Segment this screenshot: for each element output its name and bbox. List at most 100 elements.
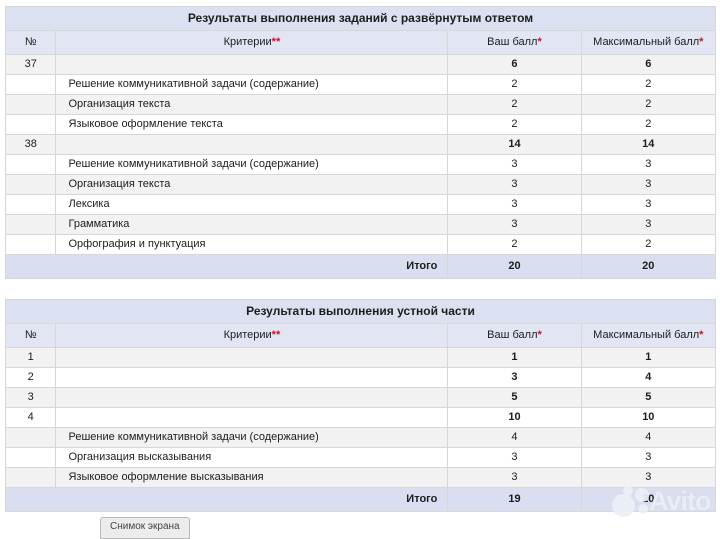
table-row: Языковое оформление текста 2 2 bbox=[4, 114, 717, 135]
table-row: Организация текста 2 2 bbox=[4, 94, 717, 115]
task-number-cell bbox=[4, 114, 57, 135]
table-header-row: № Критерии** Ваш балл* Максимальный балл… bbox=[4, 323, 717, 348]
criteria-cell bbox=[55, 367, 449, 388]
table-title-row: Результаты выполнения заданий с развёрну… bbox=[5, 6, 716, 31]
your-score-cell: 5 bbox=[447, 387, 582, 408]
your-score-cell: 2 bbox=[447, 74, 582, 95]
table-title: Результаты выполнения заданий с развёрну… bbox=[5, 6, 716, 31]
table-header-row: № Критерии** Ваш балл* Максимальный балл… bbox=[4, 30, 717, 55]
criteria-cell: Языковое оформление текста bbox=[55, 114, 449, 135]
table-row: Лексика 3 3 bbox=[4, 194, 717, 215]
your-score-cell: 3 bbox=[447, 467, 582, 488]
your-score-cell: 10 bbox=[447, 407, 582, 428]
task-number-cell bbox=[4, 74, 57, 95]
your-score-cell: 3 bbox=[447, 447, 582, 468]
criteria-cell: Лексика bbox=[55, 194, 449, 215]
table-row: Организация высказывания 3 3 bbox=[4, 447, 717, 468]
column-header-max-score: Максимальный балл* bbox=[580, 30, 717, 55]
task-number-cell: 37 bbox=[4, 54, 57, 75]
task-number-cell: 2 bbox=[4, 367, 57, 388]
max-score-cell: 6 bbox=[580, 54, 717, 75]
max-score-cell: 2 bbox=[580, 94, 717, 115]
required-mark: ** bbox=[271, 36, 281, 48]
task-number-cell bbox=[4, 154, 57, 175]
your-score-cell: 3 bbox=[447, 194, 582, 215]
criteria-cell bbox=[55, 387, 449, 408]
column-header-your-score: Ваш балл* bbox=[447, 323, 582, 348]
page: { "colors": { "title_bg": "#dce1f1", "he… bbox=[4, 6, 717, 539]
total-max-score: 20 bbox=[580, 487, 717, 512]
column-header-number: № bbox=[4, 323, 57, 348]
task-number-cell: 38 bbox=[4, 134, 57, 155]
results-table-oral: Результаты выполнения устной части № Кри… bbox=[4, 299, 717, 512]
your-score-cell: 6 bbox=[447, 54, 582, 75]
task-number-cell bbox=[4, 447, 57, 468]
column-header-max-score: Максимальный балл* bbox=[580, 323, 717, 348]
max-score-cell: 3 bbox=[580, 174, 717, 195]
your-score-cell: 1 bbox=[447, 347, 582, 368]
table-title-row: Результаты выполнения устной части bbox=[5, 299, 716, 324]
your-score-cell: 3 bbox=[447, 154, 582, 175]
max-score-cell: 10 bbox=[580, 407, 717, 428]
max-score-cell: 2 bbox=[580, 234, 717, 255]
table-row: Решение коммуникативной задачи (содержан… bbox=[4, 74, 717, 95]
your-score-cell: 2 bbox=[447, 234, 582, 255]
your-score-cell: 4 bbox=[447, 427, 582, 448]
column-header-criteria: Критерии** bbox=[55, 30, 449, 55]
table-row: Решение коммуникативной задачи (содержан… bbox=[4, 154, 717, 175]
total-max-score: 20 bbox=[580, 254, 717, 279]
required-mark: * bbox=[537, 36, 542, 48]
total-label: Итого bbox=[4, 487, 449, 512]
criteria-cell: Решение коммуникативной задачи (содержан… bbox=[55, 427, 449, 448]
your-score-cell: 14 bbox=[447, 134, 582, 155]
criteria-cell: Организация высказывания bbox=[55, 447, 449, 468]
required-mark: * bbox=[699, 36, 704, 48]
your-score-cell: 2 bbox=[447, 114, 582, 135]
total-your-score: 19 bbox=[447, 487, 582, 512]
results-table-written: Результаты выполнения заданий с развёрну… bbox=[4, 6, 717, 279]
total-row: Итого 20 20 bbox=[4, 254, 717, 279]
criteria-cell: Решение коммуникативной задачи (содержан… bbox=[55, 74, 449, 95]
table-title: Результаты выполнения устной части bbox=[5, 299, 716, 324]
criteria-cell: Орфография и пунктуация bbox=[55, 234, 449, 255]
column-header-number: № bbox=[4, 30, 57, 55]
table-row: Орфография и пунктуация 2 2 bbox=[4, 234, 717, 255]
table-row: 37 6 6 bbox=[4, 54, 717, 75]
max-score-cell: 3 bbox=[580, 194, 717, 215]
max-score-cell: 14 bbox=[580, 134, 717, 155]
max-score-cell: 4 bbox=[580, 427, 717, 448]
column-header-criteria: Критерии** bbox=[55, 323, 449, 348]
criteria-cell bbox=[55, 407, 449, 428]
table-row: Языковое оформление высказывания 3 3 bbox=[4, 467, 717, 488]
criteria-cell: Организация текста bbox=[55, 174, 449, 195]
max-score-cell: 1 bbox=[580, 347, 717, 368]
task-number-cell bbox=[4, 234, 57, 255]
required-mark: * bbox=[699, 329, 704, 341]
criteria-cell: Организация текста bbox=[55, 94, 449, 115]
table-row: 38 14 14 bbox=[4, 134, 717, 155]
task-number-cell: 4 bbox=[4, 407, 57, 428]
criteria-cell bbox=[55, 134, 449, 155]
max-score-cell: 2 bbox=[580, 74, 717, 95]
total-label: Итого bbox=[4, 254, 449, 279]
column-header-your-score: Ваш балл* bbox=[447, 30, 582, 55]
task-number-cell bbox=[4, 174, 57, 195]
task-number-cell bbox=[4, 194, 57, 215]
max-score-cell: 3 bbox=[580, 214, 717, 235]
criteria-cell bbox=[55, 54, 449, 75]
criteria-cell: Грамматика bbox=[55, 214, 449, 235]
table-row: 4 10 10 bbox=[4, 407, 717, 428]
required-mark: * bbox=[537, 329, 542, 341]
task-number-cell: 3 bbox=[4, 387, 57, 408]
task-number-cell bbox=[4, 94, 57, 115]
screenshot-button[interactable]: Снимок экрана bbox=[100, 517, 190, 539]
your-score-cell: 3 bbox=[447, 174, 582, 195]
task-number-cell bbox=[4, 427, 57, 448]
max-score-cell: 5 bbox=[580, 387, 717, 408]
criteria-cell: Языковое оформление высказывания bbox=[55, 467, 449, 488]
table-row: Грамматика 3 3 bbox=[4, 214, 717, 235]
your-score-cell: 3 bbox=[447, 367, 582, 388]
total-row: Итого 19 20 bbox=[4, 487, 717, 512]
criteria-cell: Решение коммуникативной задачи (содержан… bbox=[55, 154, 449, 175]
